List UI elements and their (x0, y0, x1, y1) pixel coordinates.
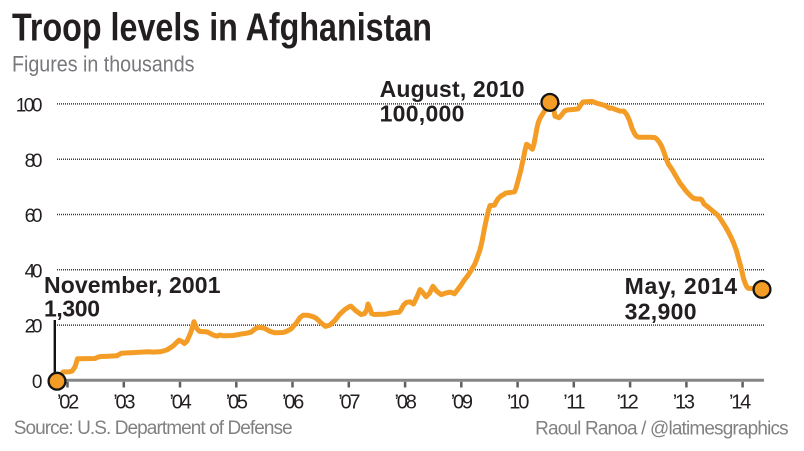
svg-text:’07: ’07 (338, 392, 360, 414)
svg-text:August, 2010: August, 2010 (380, 76, 525, 102)
svg-text:1,300: 1,300 (44, 295, 100, 321)
svg-text:’11: ’11 (563, 392, 585, 414)
svg-text:May, 2014: May, 2014 (625, 273, 738, 299)
svg-text:’04: ’04 (169, 392, 191, 414)
svg-text:32,900: 32,900 (625, 299, 697, 325)
svg-text:100,000: 100,000 (380, 100, 465, 126)
svg-text:Raoul Ranoa / @latimesgraphics: Raoul Ranoa / @latimesgraphics (535, 418, 789, 439)
svg-text:0: 0 (32, 372, 43, 393)
svg-text:100: 100 (16, 96, 43, 117)
svg-text:40: 40 (25, 261, 43, 282)
svg-text:’08: ’08 (395, 392, 417, 414)
svg-text:Troop levels in Afghanistan: Troop levels in Afghanistan (12, 6, 432, 49)
svg-text:80: 80 (25, 151, 43, 172)
svg-text:20: 20 (25, 317, 43, 338)
svg-text:Figures in thousands: Figures in thousands (12, 51, 195, 76)
svg-text:’05: ’05 (226, 392, 248, 414)
svg-text:’02: ’02 (57, 392, 79, 414)
svg-text:Source: U.S. Department of Def: Source: U.S. Department of Defense (14, 418, 293, 439)
svg-text:November, 2001: November, 2001 (44, 272, 221, 298)
svg-text:’10: ’10 (507, 392, 529, 414)
svg-text:’03: ’03 (113, 392, 135, 414)
svg-text:’09: ’09 (451, 392, 473, 414)
svg-text:’06: ’06 (282, 392, 304, 414)
svg-text:’13: ’13 (673, 392, 695, 414)
svg-text:60: 60 (25, 206, 43, 227)
svg-text:’14: ’14 (729, 392, 751, 414)
svg-text:’12: ’12 (616, 392, 638, 414)
